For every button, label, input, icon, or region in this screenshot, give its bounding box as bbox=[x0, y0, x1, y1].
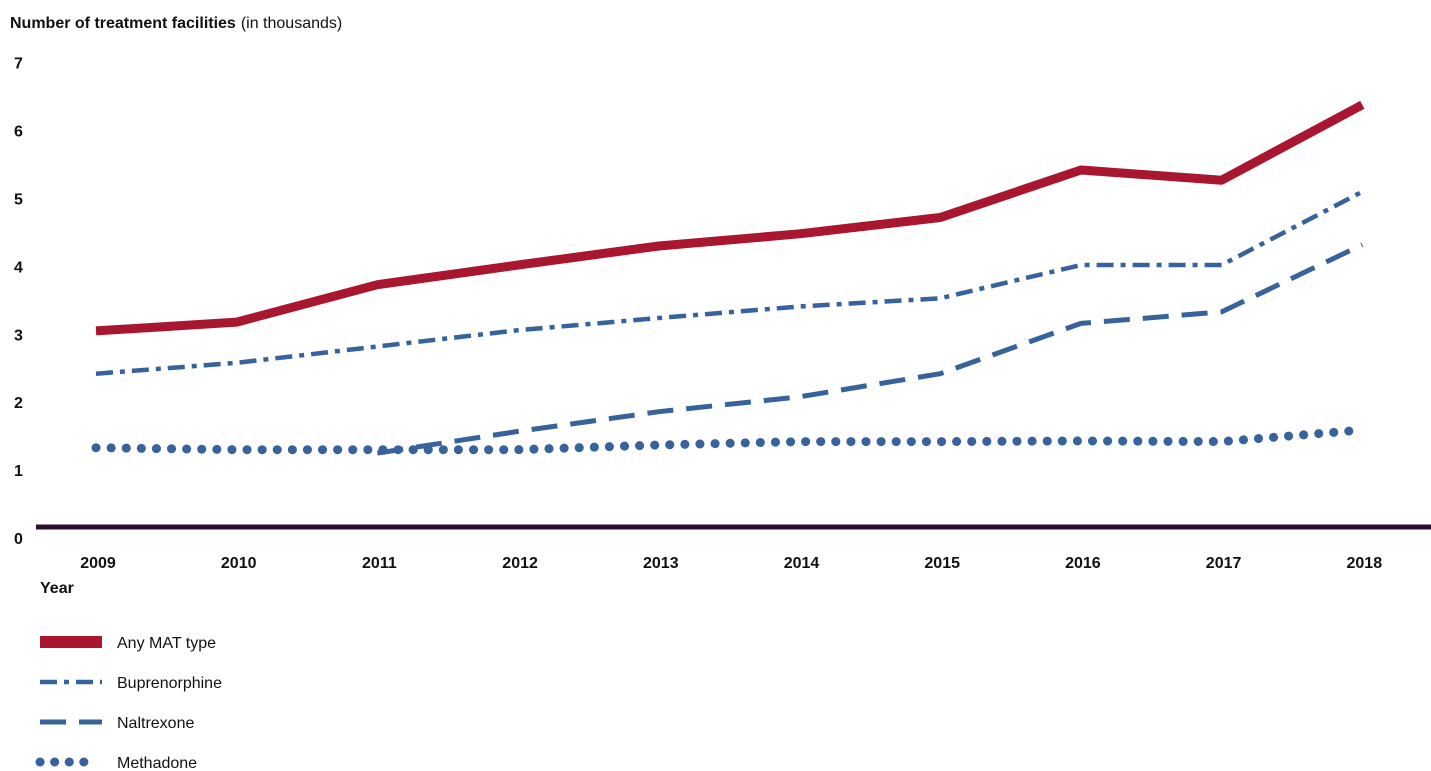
y-tick-label: 2 bbox=[14, 395, 23, 412]
x-tick-label: 2009 bbox=[80, 555, 116, 572]
x-tick-label: 2017 bbox=[1206, 555, 1242, 572]
legend-label: Naltrexone bbox=[117, 715, 194, 732]
legend-label: Methadone bbox=[117, 755, 197, 771]
x-tick-label: 2015 bbox=[924, 555, 960, 572]
series-line-buprenorphine bbox=[95, 189, 1364, 376]
x-tick-label: 2018 bbox=[1347, 555, 1383, 572]
x-tick-label: 2013 bbox=[643, 555, 679, 572]
legend-label: Any MAT type bbox=[117, 635, 216, 652]
x-tick-label: 2011 bbox=[362, 555, 397, 572]
y-tick-label: 5 bbox=[14, 192, 23, 209]
legend: Any MAT type Buprenorphine Naltrexone Metha… bbox=[35, 635, 222, 771]
y-axis-title: Number of treatment facilities (in thousa… bbox=[10, 15, 342, 32]
y-tick-label: 1 bbox=[14, 463, 23, 480]
y-tick-label: 7 bbox=[14, 56, 23, 73]
series-line-methadone bbox=[91, 425, 1367, 455]
y-tick-labels: 0 1 2 3 4 5 6 7 bbox=[14, 56, 23, 548]
series-lines bbox=[91, 100, 1367, 456]
y-axis-title-unit: (in thousands) bbox=[241, 15, 342, 32]
x-tick-label: 2014 bbox=[784, 555, 820, 572]
legend-label: Buprenorphine bbox=[117, 675, 222, 692]
y-tick-label: 4 bbox=[14, 259, 23, 276]
series-line-naltrexone bbox=[377, 242, 1364, 456]
x-tick-label: 2016 bbox=[1065, 555, 1101, 572]
x-tick-labels: 2009 2010 2011 2012 2013 2014 2015 2016 2017 2018 bbox=[80, 555, 1382, 572]
x-tick-label: 2010 bbox=[221, 555, 257, 572]
y-tick-label: 0 bbox=[14, 531, 23, 548]
y-tick-label: 6 bbox=[14, 124, 23, 141]
y-axis-title-main: Number of treatment facilities bbox=[10, 15, 236, 32]
x-axis-title: Year bbox=[40, 580, 74, 597]
x-tick-label: 2012 bbox=[502, 555, 538, 572]
y-tick-label: 3 bbox=[14, 327, 23, 344]
series-line-any-mat-type bbox=[95, 100, 1365, 336]
